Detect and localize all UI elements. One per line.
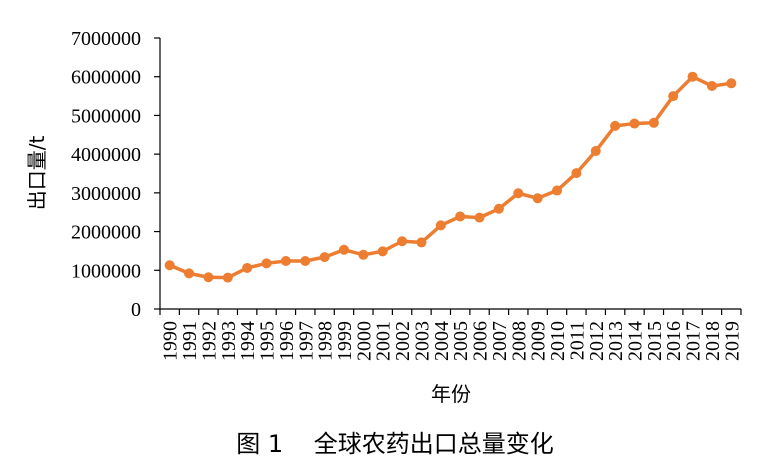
x-tick-label: 1991 — [179, 321, 201, 361]
data-point-2009 — [532, 193, 543, 204]
data-point-1992 — [203, 272, 214, 283]
data-point-2005 — [455, 211, 466, 222]
data-point-2001 — [377, 246, 388, 257]
x-axis-title: 年份 — [431, 382, 471, 406]
x-tick-label: 2018 — [702, 321, 724, 361]
x-tick-label: 1995 — [257, 321, 279, 361]
x-tick-label: 1999 — [334, 321, 356, 361]
x-tick-label: 2001 — [373, 321, 395, 361]
x-tick-label: 2003 — [411, 321, 433, 361]
y-tick-label: 4000000 — [71, 144, 141, 166]
y-axis: 0 1000000 2000000 3000000 4000000 5000000 6000… — [71, 28, 161, 321]
data-point-1995 — [261, 258, 272, 269]
y-tick-label: 3000000 — [71, 183, 141, 205]
data-point-2016 — [668, 91, 679, 102]
y-tick-label: 2000000 — [71, 222, 141, 244]
data-point-2012 — [590, 146, 601, 157]
x-tick-label: 2015 — [644, 321, 666, 361]
data-point-2008 — [513, 188, 524, 199]
x-tick-label: 2016 — [663, 321, 685, 361]
x-tick-label: 2004 — [431, 321, 453, 361]
x-tick-label: 1994 — [237, 321, 259, 361]
y-tick-label: 0 — [131, 299, 141, 321]
x-tick-label: 2009 — [528, 321, 550, 361]
x-tick-label: 2012 — [586, 321, 608, 361]
data-point-2000 — [358, 249, 369, 260]
x-axis: 1990199119921993199419951996199719981999… — [159, 308, 743, 361]
x-tick-label: 2007 — [489, 321, 511, 361]
data-point-2010 — [552, 185, 563, 196]
x-tick-label: 2002 — [392, 321, 414, 361]
x-tick-label: 2008 — [508, 321, 530, 361]
data-point-2014 — [629, 118, 640, 129]
x-tick-label: 2019 — [721, 321, 743, 361]
x-tick-label: 1998 — [315, 321, 337, 361]
data-point-1997 — [300, 255, 311, 266]
data-point-2006 — [474, 212, 485, 223]
data-point-2002 — [397, 236, 408, 247]
x-tick-label: 2013 — [605, 321, 627, 361]
x-tick-label: 2017 — [683, 321, 705, 361]
data-point-1990 — [164, 260, 175, 271]
data-point-1993 — [222, 272, 233, 283]
y-axis-title: 出口量/t — [25, 136, 49, 211]
x-tick-label: 2014 — [624, 321, 646, 361]
x-tick-label: 1993 — [218, 321, 240, 361]
data-point-1994 — [242, 262, 253, 273]
data-point-2007 — [493, 203, 504, 214]
data-point-2013 — [610, 120, 621, 131]
x-tick-label: 1997 — [295, 321, 317, 361]
y-tick-label: 1000000 — [71, 260, 141, 282]
x-tick-label: 2011 — [566, 321, 588, 360]
data-point-1991 — [184, 268, 195, 279]
y-tick-label: 7000000 — [71, 28, 141, 50]
data-point-2018 — [706, 81, 717, 92]
series-line — [167, 74, 734, 280]
data-point-1999 — [338, 244, 349, 255]
x-tick-label: 2010 — [547, 321, 569, 361]
x-tick-label: 1996 — [276, 321, 298, 361]
data-point-2019 — [726, 78, 737, 89]
y-tick-label: 5000000 — [71, 105, 141, 127]
y-tick-label: 6000000 — [71, 67, 141, 89]
data-point-1998 — [319, 252, 330, 263]
data-point-2017 — [687, 71, 698, 82]
x-tick-label: 1992 — [198, 321, 220, 361]
plot-area — [164, 71, 737, 283]
x-tick-label: 2000 — [353, 321, 375, 361]
data-point-2015 — [648, 117, 659, 128]
data-point-2011 — [571, 168, 582, 179]
figure-caption: 图 1 全球农药出口总量变化 — [236, 430, 553, 458]
x-tick-label: 2005 — [450, 321, 472, 361]
data-point-2003 — [416, 237, 427, 248]
x-tick-label: 2006 — [470, 321, 492, 361]
x-tick-label: 1990 — [160, 321, 182, 361]
data-point-1996 — [280, 255, 291, 266]
data-point-2004 — [435, 220, 446, 231]
